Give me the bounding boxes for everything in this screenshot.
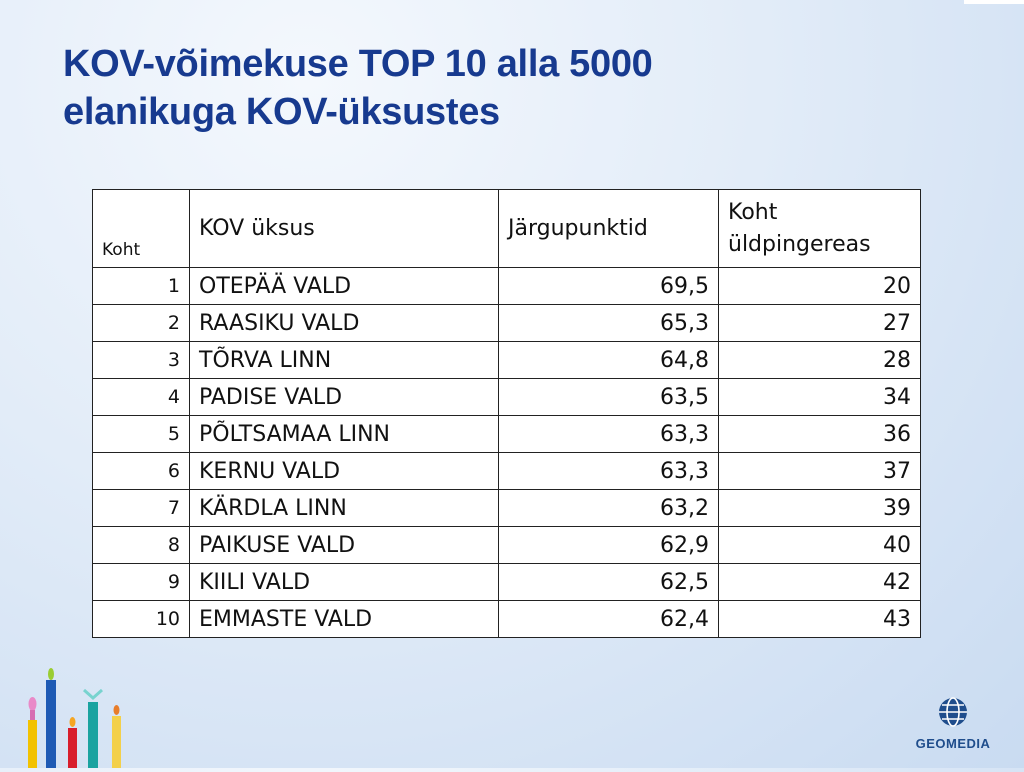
table-row: 5 PÕLTSAMAA LINN 63,3 36 <box>92 415 921 453</box>
header-overall-line-1: Koht <box>728 199 778 225</box>
unit-name-cell: PAIKUSE VALD <box>189 526 499 564</box>
points-cell: 62,5 <box>498 563 719 601</box>
overall-rank-cell: 34 <box>718 378 921 416</box>
title-line-1: KOV-võimekuse TOP 10 alla 5000 <box>63 43 653 85</box>
unit-name-cell: OTEPÄÄ VALD <box>189 267 499 305</box>
unit-name-cell: KERNU VALD <box>189 452 499 490</box>
unit-name-cell: KIILI VALD <box>189 563 499 601</box>
points-cell: 63,5 <box>498 378 719 416</box>
candles-icon <box>18 662 138 768</box>
unit-name-cell: EMMASTE VALD <box>189 600 499 638</box>
rank-cell: 5 <box>92 415 190 453</box>
table-row: 9 KIILI VALD 62,5 42 <box>92 563 921 601</box>
table-header-row: Koht KOV üksus Järgupunktid Koht üldping… <box>92 189 921 268</box>
geomedia-logo: GEOMEDIA <box>908 696 998 752</box>
unit-name-cell: RAASIKU VALD <box>189 304 499 342</box>
unit-name-cell: PÕLTSAMAA LINN <box>189 415 499 453</box>
rank-cell: 6 <box>92 452 190 490</box>
points-cell: 69,5 <box>498 267 719 305</box>
table-body: 1 OTEPÄÄ VALD 69,5 20 2 RAASIKU VALD 65,3 27 3 TÕ… <box>92 267 921 638</box>
table-row: 4 PADISE VALD 63,5 34 <box>92 378 921 416</box>
logo-text: GEOMEDIA <box>915 736 991 751</box>
overall-rank-cell: 27 <box>718 304 921 342</box>
points-cell: 65,3 <box>498 304 719 342</box>
overall-rank-cell: 20 <box>718 267 921 305</box>
rank-cell: 7 <box>92 489 190 527</box>
header-overall-line-2: üldpingereas <box>728 231 871 257</box>
ranking-table: Koht KOV üksus Järgupunktid Koht üldping… <box>92 189 921 638</box>
points-cell: 63,2 <box>498 489 719 527</box>
header-rank: Koht <box>92 189 190 268</box>
table-row: 3 TÕRVA LINN 64,8 28 <box>92 341 921 379</box>
slide-title: KOV-võimekuse TOP 10 alla 5000 elanikuga… <box>63 40 923 136</box>
rank-cell: 4 <box>92 378 190 416</box>
rank-cell: 10 <box>92 600 190 638</box>
rank-cell: 2 <box>92 304 190 342</box>
points-cell: 63,3 <box>498 415 719 453</box>
rank-cell: 3 <box>92 341 190 379</box>
rank-cell: 8 <box>92 526 190 564</box>
unit-name-cell: TÕRVA LINN <box>189 341 499 379</box>
overall-rank-cell: 42 <box>718 563 921 601</box>
overall-rank-cell: 43 <box>718 600 921 638</box>
table-row: 2 RAASIKU VALD 65,3 27 <box>92 304 921 342</box>
points-cell: 62,9 <box>498 526 719 564</box>
title-line-2: elanikuga KOV-üksustes <box>63 91 500 133</box>
points-cell: 63,3 <box>498 452 719 490</box>
overall-rank-cell: 28 <box>718 341 921 379</box>
unit-name-cell: KÄRDLA LINN <box>189 489 499 527</box>
header-unit: KOV üksus <box>189 189 499 268</box>
points-cell: 64,8 <box>498 341 719 379</box>
table-row: 6 KERNU VALD 63,3 37 <box>92 452 921 490</box>
table-row: 1 OTEPÄÄ VALD 69,5 20 <box>92 267 921 305</box>
corner-decoration <box>964 0 1024 4</box>
rank-cell: 9 <box>92 563 190 601</box>
globe-icon <box>939 697 967 727</box>
table-row: 10 EMMASTE VALD 62,4 43 <box>92 600 921 638</box>
points-cell: 62,4 <box>498 600 719 638</box>
header-points: Järgupunktid <box>498 189 719 268</box>
table-row: 8 PAIKUSE VALD 62,9 40 <box>92 526 921 564</box>
overall-rank-cell: 39 <box>718 489 921 527</box>
table-row: 7 KÄRDLA LINN 63,2 39 <box>92 489 921 527</box>
overall-rank-cell: 37 <box>718 452 921 490</box>
overall-rank-cell: 36 <box>718 415 921 453</box>
header-overall: Koht üldpingereas <box>718 189 921 268</box>
overall-rank-cell: 40 <box>718 526 921 564</box>
rank-cell: 1 <box>92 267 190 305</box>
unit-name-cell: PADISE VALD <box>189 378 499 416</box>
